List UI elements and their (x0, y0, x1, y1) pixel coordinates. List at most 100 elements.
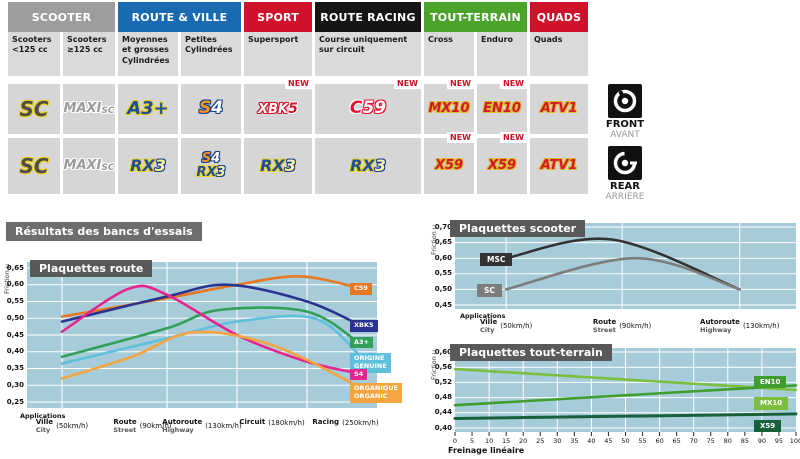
series-line-MSC (504, 237, 741, 291)
y-tick-label: 0,50 (434, 284, 452, 293)
product-logo-text: 3 (284, 155, 296, 175)
x-tick-label: 35 (570, 437, 579, 445)
product-cell: X59 NEW (424, 132, 474, 194)
category-en: Street (113, 425, 137, 434)
category-name: Autoroute Highway (700, 318, 740, 334)
category-fr: Autoroute (162, 418, 203, 426)
series-label-X59: X59 (754, 419, 782, 433)
y-tick-label: 0,25 (6, 397, 24, 406)
y-axis-label: Friction µ (430, 225, 438, 255)
y-tick-label: 0,70 (434, 222, 452, 231)
product-logo-text: RX (260, 155, 285, 175)
chart-title: Plaquettes scooter (450, 220, 586, 237)
x-category-label: Circuit (180km/h) (239, 418, 305, 427)
series-label-line: S4 (354, 369, 364, 378)
category-en: City (35, 425, 51, 434)
series-label-EN10: EN10 (754, 375, 787, 388)
product-logo-text: C (349, 98, 363, 119)
new-badge: NEW (447, 78, 474, 89)
product-logo-text: MAXI (63, 158, 102, 174)
category-name: Ville City (35, 418, 53, 434)
x-tick-label: 60 (655, 437, 664, 445)
product-logo-text: RX (350, 155, 375, 175)
product-cell: MAXI SC (63, 84, 115, 134)
plot-area (27, 262, 377, 408)
x-tick-label: 65 (672, 437, 681, 445)
group-header-quads: QUADS (530, 2, 588, 32)
x-tick-label: 25 (536, 437, 545, 445)
product-cell: EN10 NEW (477, 78, 527, 134)
category-speed: (180km/h) (268, 419, 305, 427)
category-fr: Route (592, 318, 617, 326)
product-logo-text: S (201, 151, 212, 167)
x-axis-label: Freinage linéaire (448, 446, 525, 455)
x-category-label: Ville City (50km/h) (479, 318, 532, 334)
x-tick-label: 5 (469, 437, 475, 445)
y-tick-label: 0,45 (434, 300, 452, 309)
group-header-scooter: SCOOTER (8, 2, 115, 32)
product-logo: RX 3 (196, 166, 225, 180)
product-cell: MAXI SC (63, 138, 115, 194)
series-label-line: MSC (487, 255, 506, 265)
plot-area (453, 348, 798, 436)
series-line-ORGANIQUE ORGANIC (60, 330, 361, 389)
category-name: Route Street (592, 318, 617, 334)
new-badge: NEW (285, 78, 312, 89)
y-tick-label: 0,60 (6, 280, 24, 289)
x-tick-label: 0 (452, 437, 458, 445)
category-en: City (479, 325, 495, 334)
series-label-line: SC (484, 286, 495, 296)
product-cell: RX 3 (315, 138, 421, 194)
product-logo-text: 3 (374, 155, 386, 175)
series-label-line: A3+ (354, 337, 369, 346)
series-line-SC (504, 256, 741, 291)
product-logo: RX 3 (350, 155, 386, 175)
group-header-tout-terrain: TOUT-TERRAIN (424, 2, 527, 32)
chart-plaquettes-scooter: 0,70 0,65 0,60 0,55 0,50 0,45 MSC SC Plaquettes … (430, 215, 800, 340)
category-name: Ville City (479, 318, 497, 334)
y-tick-label: 0,35 (6, 364, 24, 372)
series-line-XBK5 (60, 283, 361, 327)
x-tick-label: 85 (740, 437, 749, 445)
subheader-scooters-125-over: Scooters ≥125 cc (63, 32, 115, 76)
product-table: SCOOTER ROUTE & VILLE SPORT ROUTE RACING… (8, 2, 588, 194)
y-tick-label: 0,60 (434, 347, 452, 356)
rear-label: REAR (610, 181, 640, 192)
category-fr: Circuit (239, 418, 266, 427)
chart-plaquettes-route: 0,65 0,60 0,55 0,50 0,45 0,40 0,35 0,30 0,25 C59 X… (0, 248, 402, 459)
product-logo-text: 5 (288, 100, 298, 117)
series-label-MSC: MSC (480, 253, 513, 267)
front-legend: FRONT AVANT (594, 84, 656, 140)
product-cell: MX10 NEW (424, 78, 474, 134)
x-tick-label: 90 (757, 437, 767, 445)
chart-title: Plaquettes tout-terrain (450, 344, 612, 361)
product-logo-text: X59 (487, 158, 517, 174)
x-category-label: Autoroute Highway (130km/h) (700, 318, 779, 334)
product-logo-text: SC (101, 163, 115, 174)
product-cell: ATV1 (530, 138, 588, 194)
x-tick-label: 55 (638, 437, 647, 445)
product-logo-text: MX10 (428, 101, 470, 117)
y-tick-label: 0,65 (434, 238, 452, 247)
front-rear-legend: FRONT AVANT REAR ARRIÈRE (594, 84, 656, 202)
product-logo-text: SC (19, 96, 49, 121)
rear-pads-row: SC MAXI SC RX 3 S 4 RX 3 RX 3 RX 3 X59 NEW X59 NEW ATV1 (8, 132, 588, 194)
product-logo-text: 4 (211, 98, 224, 119)
product-logo-text: RX (196, 165, 217, 180)
x-tick-label: 30 (553, 437, 562, 445)
product-cell: RX 3 (118, 138, 178, 194)
series-label-line: GENUINE (354, 361, 387, 370)
product-logo-text: 3 (154, 155, 166, 175)
product-logo-text: RX (130, 155, 155, 175)
product-logo: MAXI SC (64, 159, 115, 173)
plot-area (455, 223, 796, 309)
product-logo: XBK 5 (258, 100, 298, 117)
category-fr: Autoroute (700, 318, 740, 326)
chart-plaquettes-tout-terrain: 0,60 0,56 0,52 0,48 0,44 0,40 MX10 EN10 X59 Plaqu… (430, 340, 800, 459)
product-logo-text: SC (19, 153, 49, 178)
y-tick-label: 0,44 (434, 408, 452, 417)
category-speed: (130km/h) (205, 422, 242, 431)
product-logo: C 59 (349, 98, 386, 119)
series-label-SC: SC (477, 284, 502, 298)
